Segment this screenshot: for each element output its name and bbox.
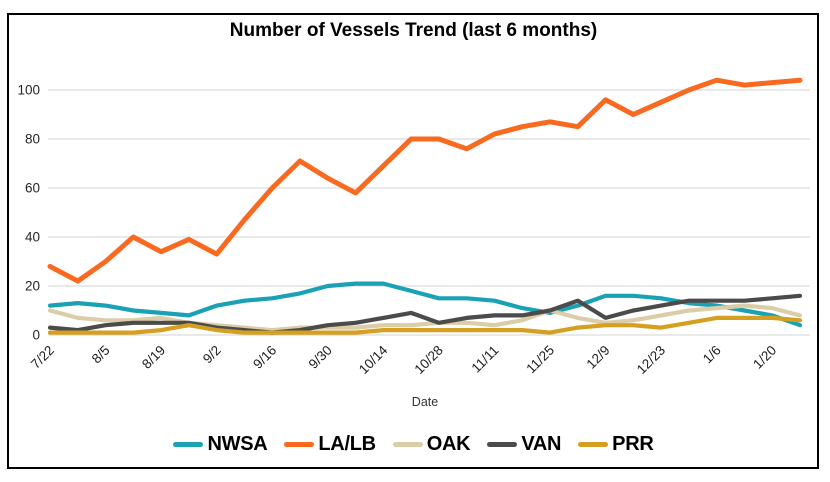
- legend-item-la-lb: LA/LB: [284, 433, 376, 456]
- x-tick-label-12-23: 12/23: [634, 343, 669, 378]
- legend-item-oak: OAK: [392, 433, 471, 456]
- legend-label-la-lb: LA/LB: [318, 433, 376, 455]
- x-tick-label-8-5: 8/5: [89, 343, 113, 367]
- x-tick-label-11-25: 11/25: [523, 343, 557, 377]
- legend-marker-la-lb: [284, 441, 315, 448]
- series-line-oak: [47, 303, 803, 333]
- series-line-la-lb: [47, 77, 803, 284]
- series-line-van: [47, 293, 803, 335]
- x-tick-label-1-6: 1/6: [700, 343, 724, 367]
- x-tick-label-1-20: 1/20: [750, 343, 779, 372]
- legend-marker-prr: [578, 441, 609, 448]
- x-tick-label-10-14: 10/14: [356, 342, 391, 377]
- legend-item-van: VAN: [487, 433, 561, 456]
- y-tick-label-80: 80: [25, 132, 40, 147]
- x-tick-label-8-19: 8/19: [139, 343, 168, 372]
- legend-label-prr: PRR: [612, 433, 654, 455]
- series-line-prr: [47, 315, 803, 335]
- x-tick-label-10-28: 10/28: [412, 343, 447, 378]
- y-tick-label-40: 40: [25, 230, 40, 245]
- legend-label-van: VAN: [521, 433, 562, 455]
- legend-item-nwsa: NWSA: [173, 433, 268, 456]
- chart-title: Number of Vessels Trend (last 6 months): [229, 20, 598, 41]
- y-tick-label-60: 60: [25, 181, 40, 196]
- legend-label-oak: OAK: [426, 433, 471, 455]
- legend-marker-nwsa: [173, 441, 204, 448]
- legend-marker-van: [487, 441, 518, 448]
- x-tick-label-9-30: 9/30: [306, 343, 335, 372]
- legend-marker-oak: [392, 441, 423, 448]
- y-tick-label-100: 100: [17, 83, 40, 98]
- legend-label-nwsa: NWSA: [207, 433, 268, 455]
- x-tick-label-7-22: 7/22: [28, 343, 57, 372]
- x-axis-title: Date: [411, 395, 439, 409]
- series-line-nwsa: [47, 281, 803, 328]
- x-tick-label-12-9: 12/9: [583, 343, 612, 372]
- y-tick-label-20: 20: [25, 279, 40, 294]
- legend-item-prr: PRR: [578, 433, 654, 456]
- x-tick-label-9-2: 9/2: [200, 343, 224, 367]
- x-tick-label-9-16: 9/16: [250, 343, 279, 372]
- y-tick-label-0: 0: [32, 328, 40, 343]
- x-tick-label-11-11: 11/11: [468, 343, 501, 376]
- legend: NWSA LA/LB OAK VAN PRR: [7, 433, 820, 456]
